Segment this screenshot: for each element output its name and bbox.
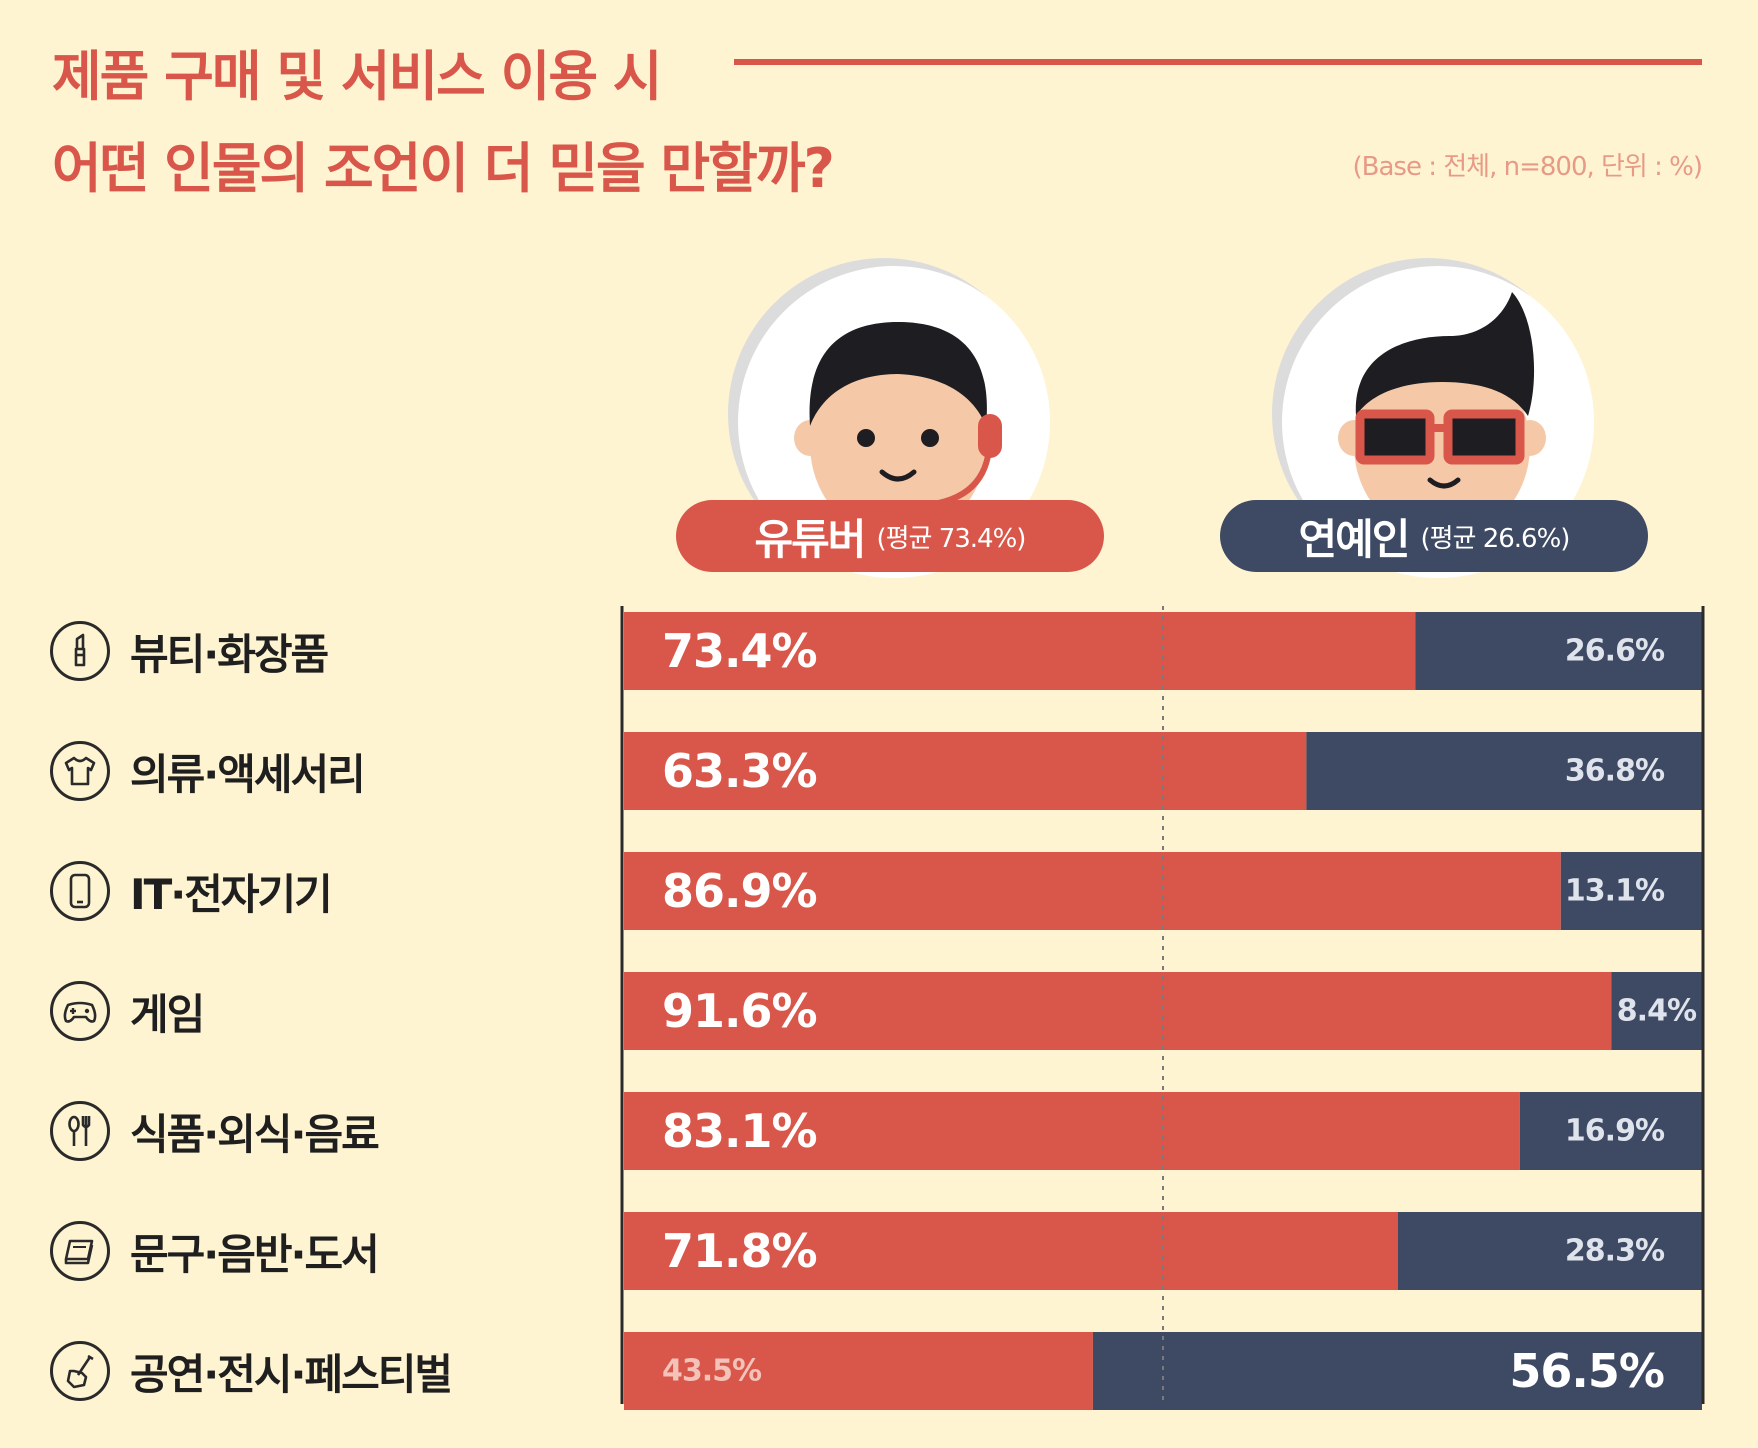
bar-celebrity [1611, 972, 1702, 1050]
legend-celebrity-average: (평균 26.6%) [1420, 523, 1570, 554]
value-label-celebrity: 26.6% [1565, 634, 1665, 669]
spoon-fork-icon [50, 1101, 110, 1161]
base-note: (Base : 전체, n=800, 단위 : %) [1352, 152, 1703, 182]
bar-youtuber [624, 732, 1307, 810]
category-row: IT·전자기기 [50, 857, 333, 925]
bar-youtuber [624, 1332, 1093, 1410]
bar-youtuber [624, 1212, 1399, 1290]
category-label: 게임 [130, 989, 205, 1039]
tshirt-icon [50, 741, 110, 801]
category-label: 문구·음반·도서 [130, 1229, 380, 1279]
bar-celebrity [1398, 1212, 1704, 1290]
bar-celebrity [1519, 1092, 1702, 1170]
legend-celebrity: 연예인 (평균 26.6%) [1220, 500, 1648, 572]
celebrity-sunglasses-face-icon [1338, 292, 1546, 540]
value-label-celebrity: 56.5% [1509, 1344, 1664, 1398]
category-row: 식품·외식·음료 [50, 1097, 380, 1165]
category-label: 식품·외식·음료 [130, 1109, 380, 1159]
title-divider [734, 59, 1702, 65]
chart-title-line-2: 어떤 인물의 조언이 더 믿을 만할까? [52, 137, 835, 200]
category-label: 뷰티·화장품 [130, 629, 329, 679]
legend-youtuber: 유튜버 (평균 73.4%) [676, 500, 1104, 572]
value-label-youtuber: 86.9% [662, 864, 817, 918]
value-label-youtuber: 43.5% [662, 1354, 762, 1389]
category-row: 문구·음반·도서 [50, 1217, 380, 1285]
bar-celebrity [1306, 732, 1704, 810]
category-row: 게임 [50, 977, 205, 1045]
legend-celebrity-name: 연예인 [1298, 514, 1411, 564]
value-label-celebrity: 36.8% [1565, 754, 1665, 789]
value-label-youtuber: 63.3% [662, 744, 817, 798]
value-label-youtuber: 91.6% [662, 984, 817, 1038]
gamepad-icon [50, 981, 110, 1041]
value-label-celebrity: 28.3% [1565, 1234, 1665, 1269]
category-row: 공연·전시·페스티벌 [50, 1337, 453, 1405]
legend-youtuber-average: (평균 73.4%) [876, 523, 1026, 554]
bar-youtuber [624, 972, 1612, 1050]
chart-title-line-1: 제품 구매 및 서비스 이용 시 [52, 45, 662, 108]
legend-youtuber-name: 유튜버 [754, 514, 867, 564]
category-label: 의류·액세서리 [130, 749, 366, 799]
category-label: 공연·전시·페스티벌 [130, 1349, 453, 1399]
category-row: 의류·액세서리 [50, 737, 366, 805]
bar-celebrity [1415, 612, 1702, 690]
category-row: 뷰티·화장품 [50, 617, 329, 685]
category-label: IT·전자기기 [130, 869, 333, 919]
value-label-youtuber: 73.4% [662, 624, 817, 678]
bar-youtuber [624, 612, 1416, 690]
value-label-youtuber: 71.8% [662, 1224, 817, 1278]
lipstick-icon [50, 621, 110, 681]
value-label-celebrity: 8.4% [1617, 994, 1697, 1029]
value-label-celebrity: 16.9% [1565, 1114, 1665, 1149]
bar-youtuber [624, 1092, 1520, 1170]
guitar-icon [50, 1341, 110, 1401]
value-label-youtuber: 83.1% [662, 1104, 817, 1158]
bar-youtuber [624, 852, 1561, 930]
youtuber-headset-face-icon [794, 322, 1002, 540]
book-icon [50, 1221, 110, 1281]
bar-celebrity [1092, 1332, 1702, 1410]
value-label-celebrity: 13.1% [1565, 874, 1665, 909]
smartphone-icon [50, 861, 110, 921]
bar-celebrity [1560, 852, 1702, 930]
